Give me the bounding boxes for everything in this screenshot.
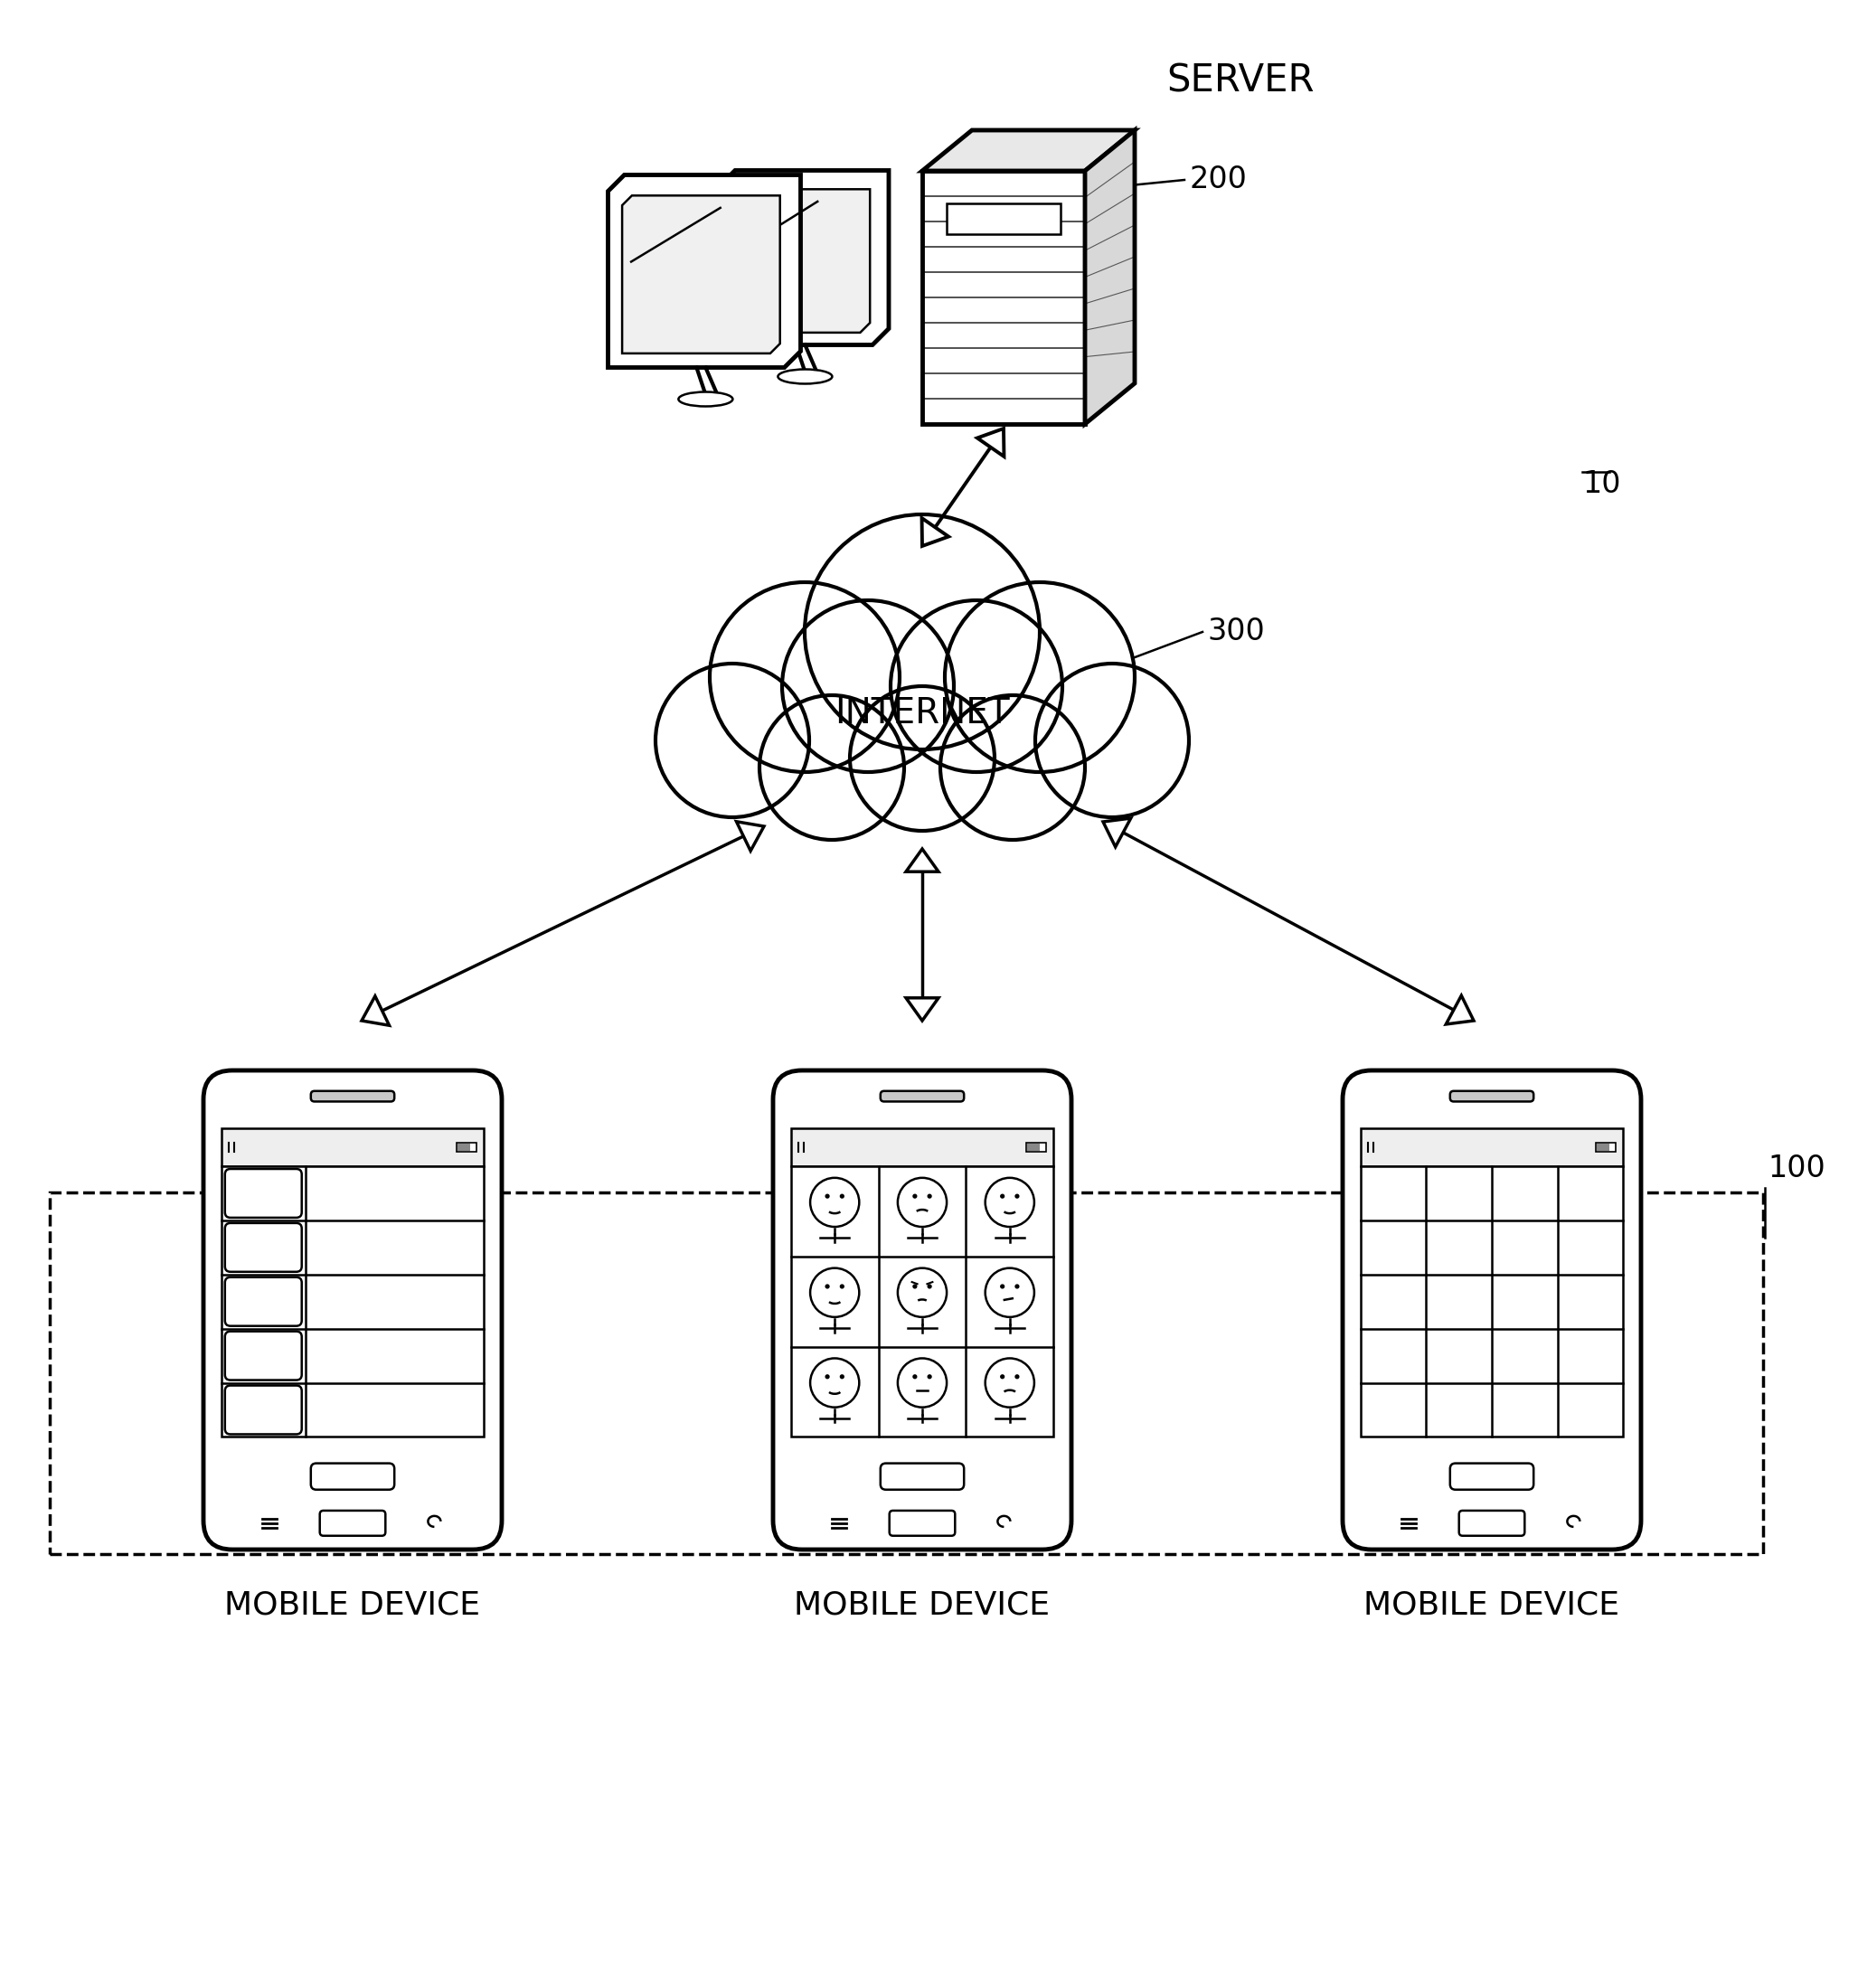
- Circle shape: [805, 515, 1040, 749]
- Text: 200: 200: [1189, 165, 1247, 195]
- Text: SERVER: SERVER: [1167, 62, 1314, 99]
- Circle shape: [927, 1195, 931, 1199]
- Text: MOBILE DEVICE: MOBILE DEVICE: [225, 1590, 481, 1620]
- FancyBboxPatch shape: [881, 1091, 964, 1101]
- Polygon shape: [922, 129, 1135, 171]
- Polygon shape: [946, 205, 1061, 235]
- Bar: [221, 1167, 483, 1437]
- Circle shape: [840, 1195, 844, 1199]
- Circle shape: [710, 582, 899, 771]
- Bar: [221, 1127, 483, 1167]
- FancyBboxPatch shape: [1449, 1463, 1533, 1489]
- Circle shape: [1001, 1195, 1003, 1199]
- Circle shape: [825, 1284, 829, 1288]
- Bar: [792, 1167, 1053, 1437]
- FancyBboxPatch shape: [773, 1070, 1072, 1549]
- Circle shape: [825, 1376, 829, 1378]
- Bar: [457, 1143, 470, 1151]
- FancyBboxPatch shape: [1343, 1070, 1641, 1549]
- Polygon shape: [907, 998, 938, 1020]
- Circle shape: [840, 1376, 844, 1378]
- Polygon shape: [922, 171, 1085, 423]
- Circle shape: [1014, 1376, 1018, 1378]
- Polygon shape: [1085, 129, 1135, 423]
- Circle shape: [782, 600, 953, 771]
- Circle shape: [1014, 1284, 1018, 1288]
- Polygon shape: [1446, 996, 1473, 1024]
- Circle shape: [927, 1284, 931, 1288]
- Bar: [1026, 1143, 1046, 1151]
- Circle shape: [946, 582, 1135, 771]
- Circle shape: [1035, 664, 1189, 817]
- Bar: [792, 1127, 1053, 1167]
- Text: INTERNET: INTERNET: [834, 696, 1009, 730]
- Text: 100: 100: [1767, 1153, 1825, 1183]
- Bar: [1596, 1143, 1616, 1151]
- FancyBboxPatch shape: [225, 1169, 301, 1219]
- FancyBboxPatch shape: [310, 1463, 394, 1489]
- FancyBboxPatch shape: [225, 1386, 301, 1433]
- FancyBboxPatch shape: [1449, 1091, 1533, 1101]
- Text: 10: 10: [1583, 469, 1620, 499]
- Bar: [1360, 1167, 1624, 1437]
- Circle shape: [1001, 1376, 1003, 1378]
- Polygon shape: [622, 195, 780, 354]
- Circle shape: [1001, 1284, 1003, 1288]
- FancyBboxPatch shape: [50, 1193, 1763, 1555]
- Circle shape: [849, 686, 994, 831]
- FancyBboxPatch shape: [225, 1332, 301, 1380]
- Polygon shape: [362, 996, 388, 1026]
- FancyBboxPatch shape: [890, 1511, 955, 1537]
- Ellipse shape: [678, 392, 732, 406]
- Bar: [1596, 1143, 1609, 1151]
- Circle shape: [912, 1284, 916, 1288]
- Bar: [1027, 1143, 1040, 1151]
- Text: MOBILE DEVICE: MOBILE DEVICE: [793, 1590, 1050, 1620]
- Polygon shape: [922, 519, 949, 547]
- Ellipse shape: [779, 370, 832, 384]
- Text: 300: 300: [1208, 616, 1265, 646]
- Bar: [1360, 1127, 1624, 1167]
- Polygon shape: [736, 821, 764, 851]
- Bar: [457, 1143, 478, 1151]
- Circle shape: [1014, 1195, 1018, 1199]
- FancyBboxPatch shape: [225, 1223, 301, 1272]
- Circle shape: [927, 1376, 931, 1378]
- Circle shape: [825, 1195, 829, 1199]
- Polygon shape: [1104, 819, 1132, 847]
- Circle shape: [912, 1195, 916, 1199]
- Polygon shape: [719, 171, 888, 344]
- Text: MOBILE DEVICE: MOBILE DEVICE: [1364, 1590, 1620, 1620]
- Circle shape: [890, 600, 1063, 771]
- FancyBboxPatch shape: [310, 1091, 394, 1101]
- FancyBboxPatch shape: [225, 1276, 301, 1326]
- FancyBboxPatch shape: [881, 1463, 964, 1489]
- Circle shape: [840, 1284, 844, 1288]
- Polygon shape: [977, 429, 1003, 457]
- Polygon shape: [608, 175, 801, 368]
- Circle shape: [760, 696, 905, 839]
- Circle shape: [940, 696, 1085, 839]
- FancyBboxPatch shape: [203, 1070, 502, 1549]
- Circle shape: [912, 1376, 916, 1378]
- Circle shape: [656, 664, 810, 817]
- Polygon shape: [730, 189, 870, 332]
- FancyBboxPatch shape: [1459, 1511, 1525, 1537]
- FancyBboxPatch shape: [320, 1511, 385, 1537]
- Polygon shape: [907, 849, 938, 871]
